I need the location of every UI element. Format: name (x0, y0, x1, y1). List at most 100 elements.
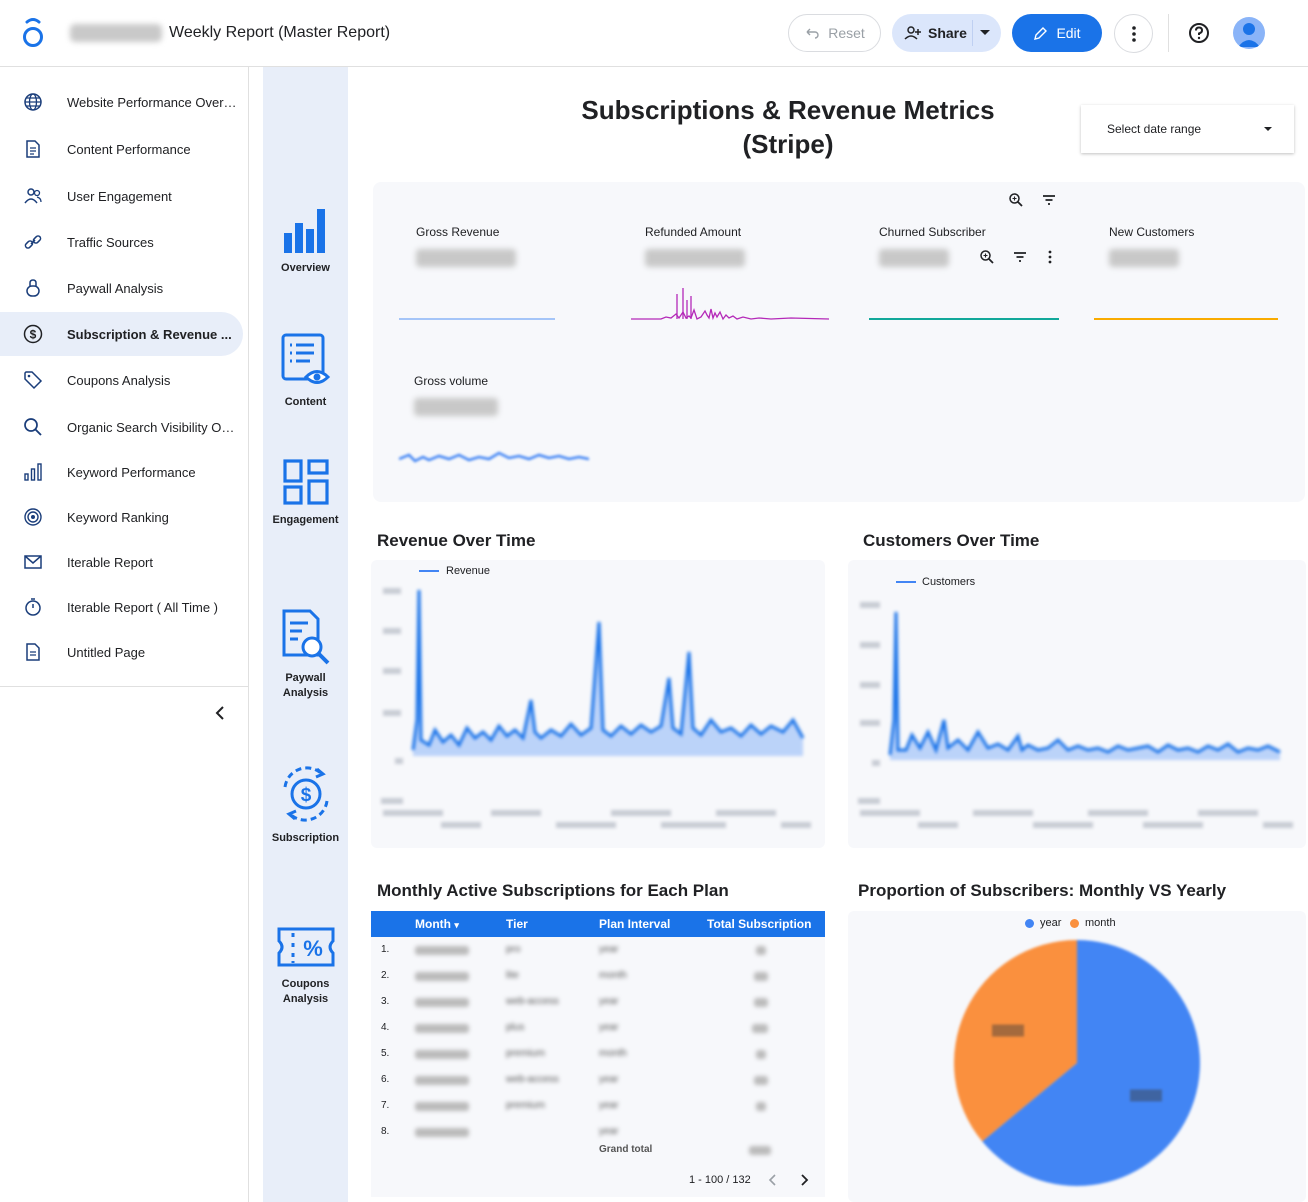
filter-icon[interactable] (1012, 249, 1028, 265)
month-redacted (415, 1102, 469, 1111)
reset-button[interactable]: Reset (788, 14, 881, 52)
mail-icon (24, 555, 42, 569)
month-redacted (415, 1128, 469, 1137)
sidebar-item-label: Content Performance (67, 141, 191, 157)
top-bar: Weekly Report (Master Report) Reset Shar… (0, 0, 1308, 67)
kpi-value-redacted (1109, 249, 1179, 267)
nav-page-label: Subscription (271, 832, 340, 844)
nav-page-label: Engagement (272, 514, 339, 526)
kpi-refunded-amount[interactable]: Refunded Amount (645, 225, 745, 267)
tag-icon (24, 371, 43, 390)
zoom-icon[interactable] (979, 249, 995, 265)
sidebar-item-subscription-revenue[interactable]: $ Subscription & Revenue ... (0, 312, 243, 356)
users-icon (24, 188, 42, 204)
nav-page-paywall-analysis[interactable]: Paywall Analysis (263, 609, 348, 701)
sidebar-item-iterable-report[interactable]: Iterable Report (0, 540, 243, 584)
grand-total-redacted (749, 1146, 771, 1155)
sidebar-item-organic-search[interactable]: Organic Search Visibility Ov... (0, 405, 243, 449)
recurring-dollar-icon: $ (283, 766, 328, 822)
document-eye-icon (281, 333, 330, 384)
date-range-label: Select date range (1107, 122, 1202, 136)
link-icon (24, 235, 42, 249)
column-header-plan-interval[interactable]: Plan Interval (599, 917, 671, 931)
more-options-button[interactable] (1114, 14, 1153, 53)
share-dropdown-caret-icon[interactable] (980, 30, 990, 35)
pie-slice-month[interactable] (954, 940, 1077, 1142)
target-icon (24, 508, 42, 526)
column-header-tier[interactable]: Tier (506, 917, 528, 931)
sidebar-item-iterable-report-all-time[interactable]: Iterable Report ( All Time ) (0, 585, 243, 629)
pie-slice-year[interactable] (982, 940, 1200, 1186)
nav-page-label: Content (284, 396, 327, 408)
kpi-gross-revenue[interactable]: Gross Revenue (416, 225, 516, 267)
help-button[interactable] (1184, 18, 1214, 48)
sidebar-item-label: Coupons Analysis (67, 372, 171, 388)
sidebar-item-content-performance[interactable]: Content Performance (0, 127, 243, 171)
churned-subscriber-sparkline (869, 318, 1059, 320)
kpi-value-redacted (414, 398, 498, 416)
sidebar-item-keyword-ranking[interactable]: Keyword Ranking (0, 495, 243, 539)
legend-swatch-year (1025, 919, 1034, 928)
month-redacted (415, 998, 469, 1007)
edit-button[interactable]: Edit (1012, 14, 1102, 52)
kpi-value-redacted (645, 249, 745, 267)
sidebar-item-user-engagement[interactable]: User Engagement (0, 174, 243, 218)
sidebar-item-website-performance[interactable]: Website Performance Over ... (0, 80, 243, 124)
sidebar-item-coupons-analysis[interactable]: Coupons Analysis (0, 358, 243, 402)
more-vertical-icon (1131, 25, 1136, 42)
kpi-gross-volume[interactable]: Gross volume (414, 374, 498, 416)
grand-total-label: Grand total (599, 1144, 653, 1155)
subscriber-proportion-chart[interactable]: year month (848, 911, 1306, 1202)
share-button[interactable]: Share (892, 14, 1001, 52)
sidebar-item-label: Organic Search Visibility Ov... (67, 419, 237, 435)
nav-page-content[interactable]: Content (263, 333, 348, 410)
nav-page-subscription[interactable]: $ Subscription (263, 763, 348, 846)
previous-page-icon[interactable] (767, 1173, 779, 1187)
table-row: 6. web-access year (371, 1067, 825, 1093)
table-row: 8. year (381, 1126, 619, 1137)
coupon-icon: % (277, 927, 334, 967)
kpi-new-customers[interactable]: New Customers (1109, 225, 1194, 267)
customers-line-area (858, 602, 1293, 828)
customers-over-time-chart[interactable]: Customers (848, 560, 1306, 848)
globe-icon (24, 93, 42, 111)
pencil-icon (1034, 26, 1048, 40)
sidebar-item-label: Paywall Analysis (67, 280, 164, 296)
legend-label-year: year (1040, 917, 1062, 929)
total-redacted (754, 1076, 768, 1085)
month-redacted (415, 1050, 469, 1059)
sidebar-item-label: Untitled Page (67, 644, 146, 660)
nav-page-engagement[interactable]: Engagement (263, 457, 348, 528)
document-icon (26, 140, 40, 158)
revenue-over-time-chart[interactable]: Revenue (371, 560, 825, 848)
collapse-sidebar-chevron-icon[interactable] (210, 703, 230, 723)
new-customers-sparkline (1094, 318, 1278, 320)
more-vertical-icon[interactable] (1042, 249, 1058, 265)
svg-text:$: $ (300, 785, 311, 806)
undo-icon (806, 28, 819, 39)
filter-icon[interactable] (1041, 192, 1057, 208)
zoom-icon[interactable] (1008, 192, 1024, 208)
kpi-churned-subscriber[interactable]: Churned Subscriber (879, 225, 986, 267)
nav-page-overview[interactable]: Overview (263, 207, 348, 276)
sidebar-item-paywall-analysis[interactable]: Paywall Analysis (0, 266, 243, 310)
sidebar-item-untitled-page[interactable]: Untitled Page (0, 630, 243, 674)
nav-page-coupons-analysis[interactable]: % Coupons Analysis (263, 923, 348, 1007)
user-avatar[interactable] (1233, 17, 1265, 49)
document-search-icon (282, 609, 329, 665)
sidebar-item-traffic-sources[interactable]: Traffic Sources (0, 220, 243, 264)
refunded-amount-sparkline (631, 288, 829, 321)
date-range-selector[interactable]: Select date range (1081, 105, 1294, 153)
gross-volume-sparkline (399, 451, 589, 463)
lock-icon (26, 279, 40, 297)
legend-label: Revenue (446, 565, 491, 577)
nav-page-label: Paywall Analysis (282, 672, 329, 699)
app-logo-icon[interactable] (18, 16, 48, 50)
sidebar-item-keyword-performance[interactable]: Keyword Performance (0, 450, 243, 494)
column-header-month[interactable]: Month ▾ (415, 917, 459, 931)
column-header-total-subscription[interactable]: Total Subscription (707, 917, 812, 931)
next-page-icon[interactable] (798, 1173, 810, 1187)
kpi-scorecards-panel: Gross Revenue Refunded Amount Churned Su… (373, 182, 1305, 502)
report-pages-sidebar: Website Performance Over ... Content Per… (0, 67, 249, 1202)
total-redacted (756, 1050, 766, 1059)
